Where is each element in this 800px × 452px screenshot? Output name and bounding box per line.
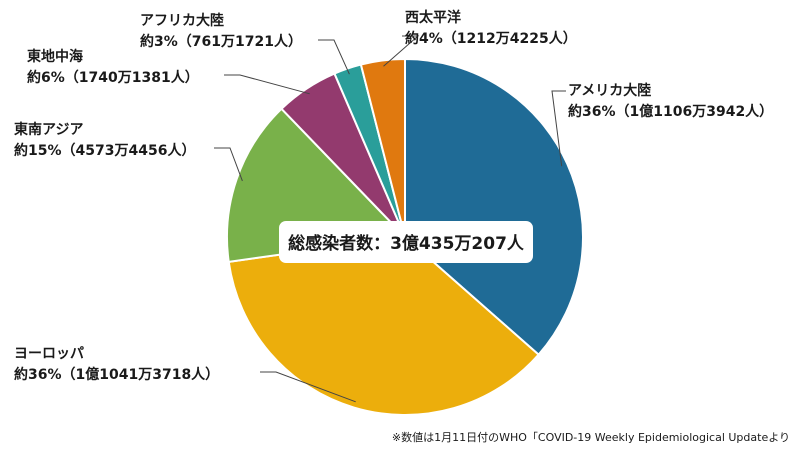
slice-western-pacific (359, 57, 406, 238)
label-americas-name: アメリカ大陸 (568, 82, 651, 99)
total-label: 総感染者数：3億435万207人 (288, 233, 525, 254)
label-europe: ヨーロッパ 約36%（1億1041万3718人） (14, 346, 219, 383)
leader-lines (214, 35, 566, 403)
total-badge-box (279, 221, 533, 263)
slice-africa-leader (318, 39, 350, 75)
slice-southeast-asia-leader (214, 147, 243, 182)
slice-americas (404, 57, 584, 357)
slice-eastern-mediterranean-leader (224, 74, 310, 95)
label-eastern-mediterranean-name: 東地中海 (27, 48, 83, 65)
slice-western-pacific-leader (383, 35, 420, 67)
total-badge: 総感染者数：3億435万207人 (279, 221, 533, 263)
label-southeast-asia-name: 東南アジア (14, 121, 83, 138)
slice-europe (227, 235, 540, 416)
slice-europe-leader (260, 371, 356, 403)
label-africa: アフリカ大陸 約3%（761万1721人） (140, 12, 302, 50)
label-europe-detail: 約36%（1億1041万3718人） (14, 366, 219, 383)
label-southeast-asia: 東南アジア 約15%（4573万4456人） (14, 121, 195, 159)
label-americas: アメリカ大陸 約36%（1億1106万3942人） (568, 82, 773, 120)
label-americas-detail: 約36%（1億1106万3942人） (568, 103, 773, 120)
label-southeast-asia-detail: 約15%（4573万4456人） (14, 142, 195, 159)
source-note: ※数値は1月11日付のWHO「COVID-19 Weekly Epidemiol… (392, 431, 790, 444)
label-europe-name: ヨーロッパ (14, 346, 84, 362)
label-eastern-mediterranean: 東地中海 約6%（1740万1381人） (27, 48, 199, 86)
label-western-pacific-name: 西太平洋 (405, 9, 461, 26)
label-africa-name: アフリカ大陸 (140, 12, 224, 29)
label-western-pacific-detail: 約4%（1212万4225人） (405, 30, 577, 47)
label-africa-detail: 約3%（761万1721人） (140, 33, 302, 50)
label-western-pacific: 西太平洋 約4%（1212万4225人） (405, 9, 577, 47)
slice-americas-leader (551, 90, 566, 167)
label-eastern-mediterranean-detail: 約6%（1740万1381人） (27, 69, 199, 86)
pie-slices (226, 57, 584, 416)
